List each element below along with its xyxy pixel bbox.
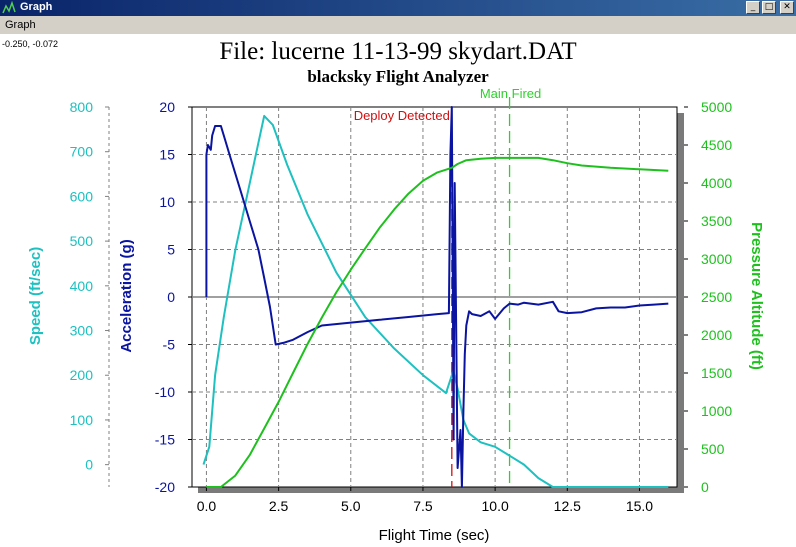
accel-tick-label: 5 (167, 242, 175, 258)
speed-tick-label: 0 (85, 457, 93, 473)
accel-tick-label: 15 (159, 147, 175, 163)
accel-tick-label: 0 (167, 289, 175, 305)
window-title: Graph (20, 1, 53, 13)
close-button[interactable]: ✕ (780, 1, 794, 14)
alt-tick-label: 500 (701, 441, 725, 457)
x-tick-label: 10.0 (482, 498, 509, 514)
x-tick-label: 2.5 (269, 498, 289, 514)
alt-tick-label: 0 (701, 479, 709, 495)
window-titlebar: Graph _ □ ✕ (0, 0, 796, 16)
accel-tick-label: 20 (159, 99, 175, 115)
menubar: Graph (0, 16, 796, 34)
accel-tick-label: -20 (155, 479, 175, 495)
speed-tick-label: 200 (70, 367, 94, 383)
speed-tick-label: 600 (70, 188, 94, 204)
alt-tick-label: 3000 (701, 251, 732, 267)
accel-tick-label: -15 (155, 432, 175, 448)
x-tick-label: 5.0 (341, 498, 361, 514)
x-tick-label: 0.0 (197, 498, 217, 514)
minimize-button[interactable]: _ (746, 1, 760, 14)
alt-tick-label: 4500 (701, 137, 732, 153)
alt-tick-label: 1000 (701, 403, 732, 419)
altitude-series-line (206, 156, 669, 488)
alt-tick-label: 2000 (701, 327, 732, 343)
chart-title: File: lucerne 11-13-99 skydart.DAT (219, 38, 576, 65)
main-fired-label: Main Fired (480, 86, 541, 101)
speed-tick-label: 100 (70, 412, 94, 428)
x-tick-label: 7.5 (413, 498, 433, 514)
alt-tick-label: 2500 (701, 289, 732, 305)
alt-tick-label: 3500 (701, 213, 732, 229)
alt-tick-label: 1500 (701, 365, 732, 381)
speed-tick-label: 500 (70, 233, 94, 249)
speed-tick-label: 400 (70, 278, 94, 294)
accel-tick-label: 10 (159, 194, 175, 210)
x-axis-label: Flight Time (sec) (379, 527, 490, 544)
altitude-axis-label: Pressure Altitude (ft) (748, 222, 765, 370)
speed-tick-label: 800 (70, 99, 94, 115)
deploy-detected-label: Deploy Detected (354, 108, 450, 123)
plot-frame-shadow-bottom (198, 487, 684, 493)
speed-tick-label: 300 (70, 323, 94, 339)
alt-tick-label: 4000 (701, 175, 732, 191)
accel-tick-label: -5 (163, 337, 176, 353)
speed-tick-label: 700 (70, 144, 94, 160)
plot-frame-shadow-right (677, 113, 684, 487)
x-tick-label: 12.5 (554, 498, 581, 514)
acceleration-series-line (205, 106, 669, 488)
menu-graph[interactable]: Graph (5, 19, 36, 31)
maximize-button[interactable]: □ (762, 1, 776, 14)
alt-tick-label: 5000 (701, 99, 732, 115)
acceleration-axis-label: Acceleration (g) (118, 239, 135, 352)
accel-tick-label: -10 (155, 384, 175, 400)
app-graph-icon (2, 1, 16, 14)
chart-subtitle: blacksky Flight Analyzer (307, 67, 489, 86)
speed-axis-label: Speed (ft/sec) (27, 247, 44, 345)
x-tick-label: 15.0 (626, 498, 653, 514)
cursor-coordinates: -0.250, -0.072 (2, 39, 59, 49)
